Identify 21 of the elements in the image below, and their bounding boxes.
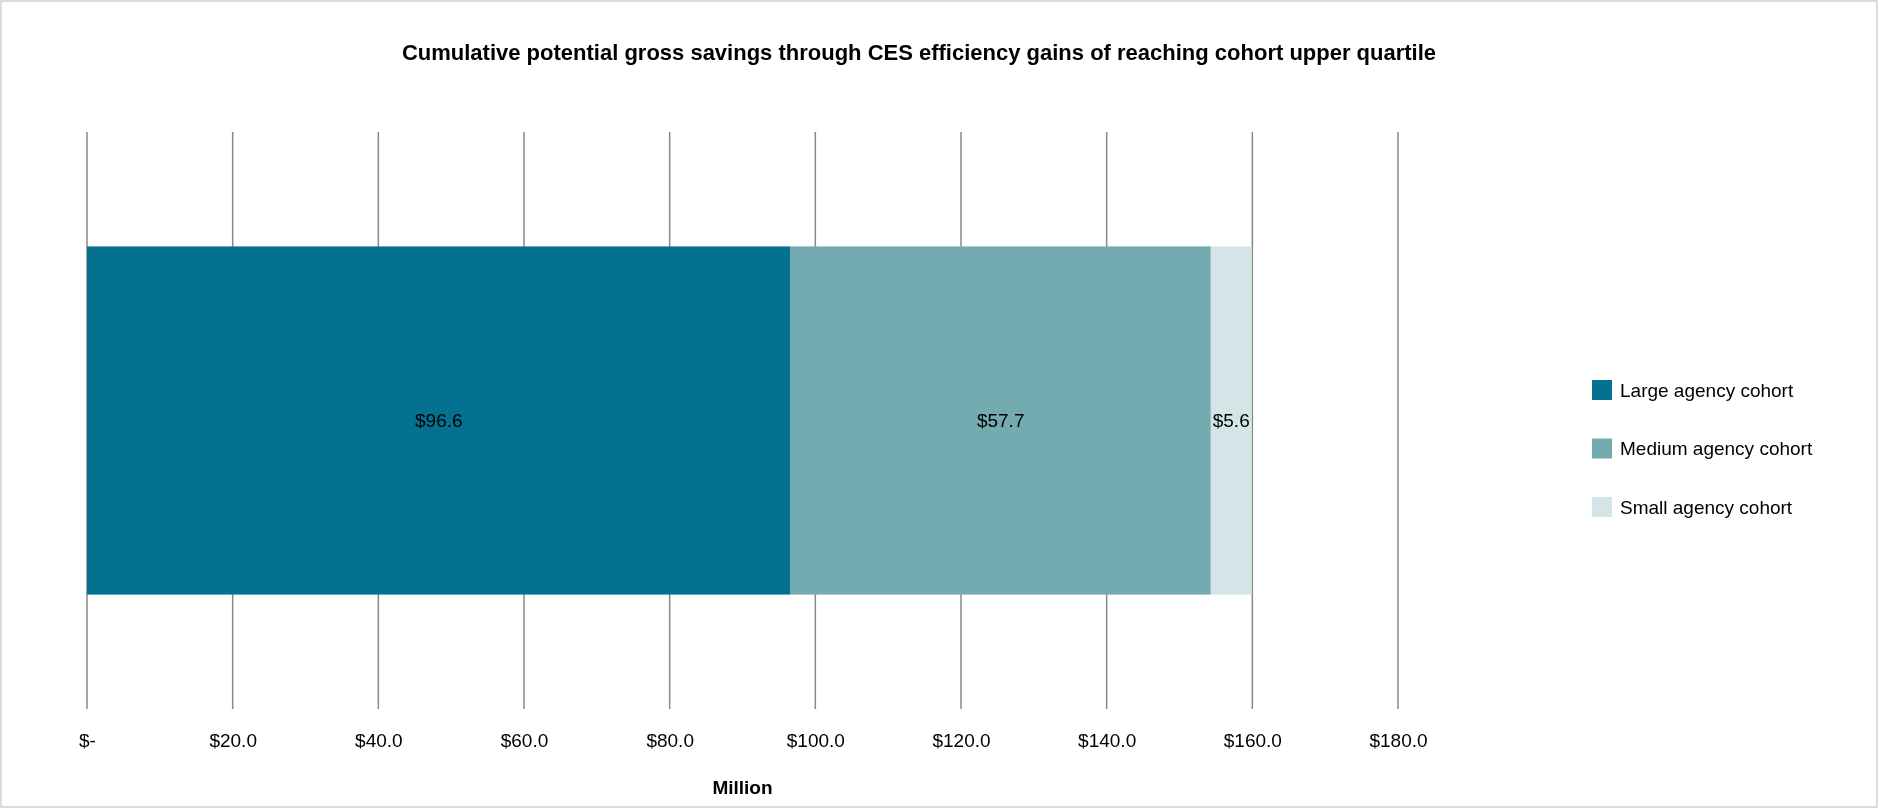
x-tick-label: $40.0 [355, 730, 403, 752]
x-tick-label: $60.0 [500, 730, 549, 752]
data-label: $96.6 [415, 410, 463, 432]
x-tick-label: $140.0 [1078, 730, 1137, 752]
legend-label: Large agency cohort [1620, 379, 1794, 401]
bar [790, 246, 1211, 595]
x-tick-label: $180.0 [1369, 730, 1428, 752]
x-tick-label: $120.0 [932, 730, 991, 752]
legend-label: Small agency cohort [1620, 496, 1793, 518]
bar [1210, 246, 1252, 595]
data-label: $5.6 [1212, 410, 1250, 432]
chart-title: Cumulative potential gross savings through CES efficiency gains of reaching cohort upper quartile [401, 40, 1437, 65]
x-tick-label: $100.0 [786, 730, 845, 752]
x-tick-label: $160.0 [1223, 730, 1282, 752]
legend-label: Medium agency cohort [1620, 438, 1813, 460]
data-label: $57.7 [976, 410, 1025, 432]
x-tick-label: $20.0 [209, 730, 257, 752]
x-tick-label: $- [79, 730, 96, 752]
x-axis-title: Million [712, 777, 773, 798]
bar [87, 246, 791, 595]
x-tick-label: $80.0 [646, 730, 694, 752]
